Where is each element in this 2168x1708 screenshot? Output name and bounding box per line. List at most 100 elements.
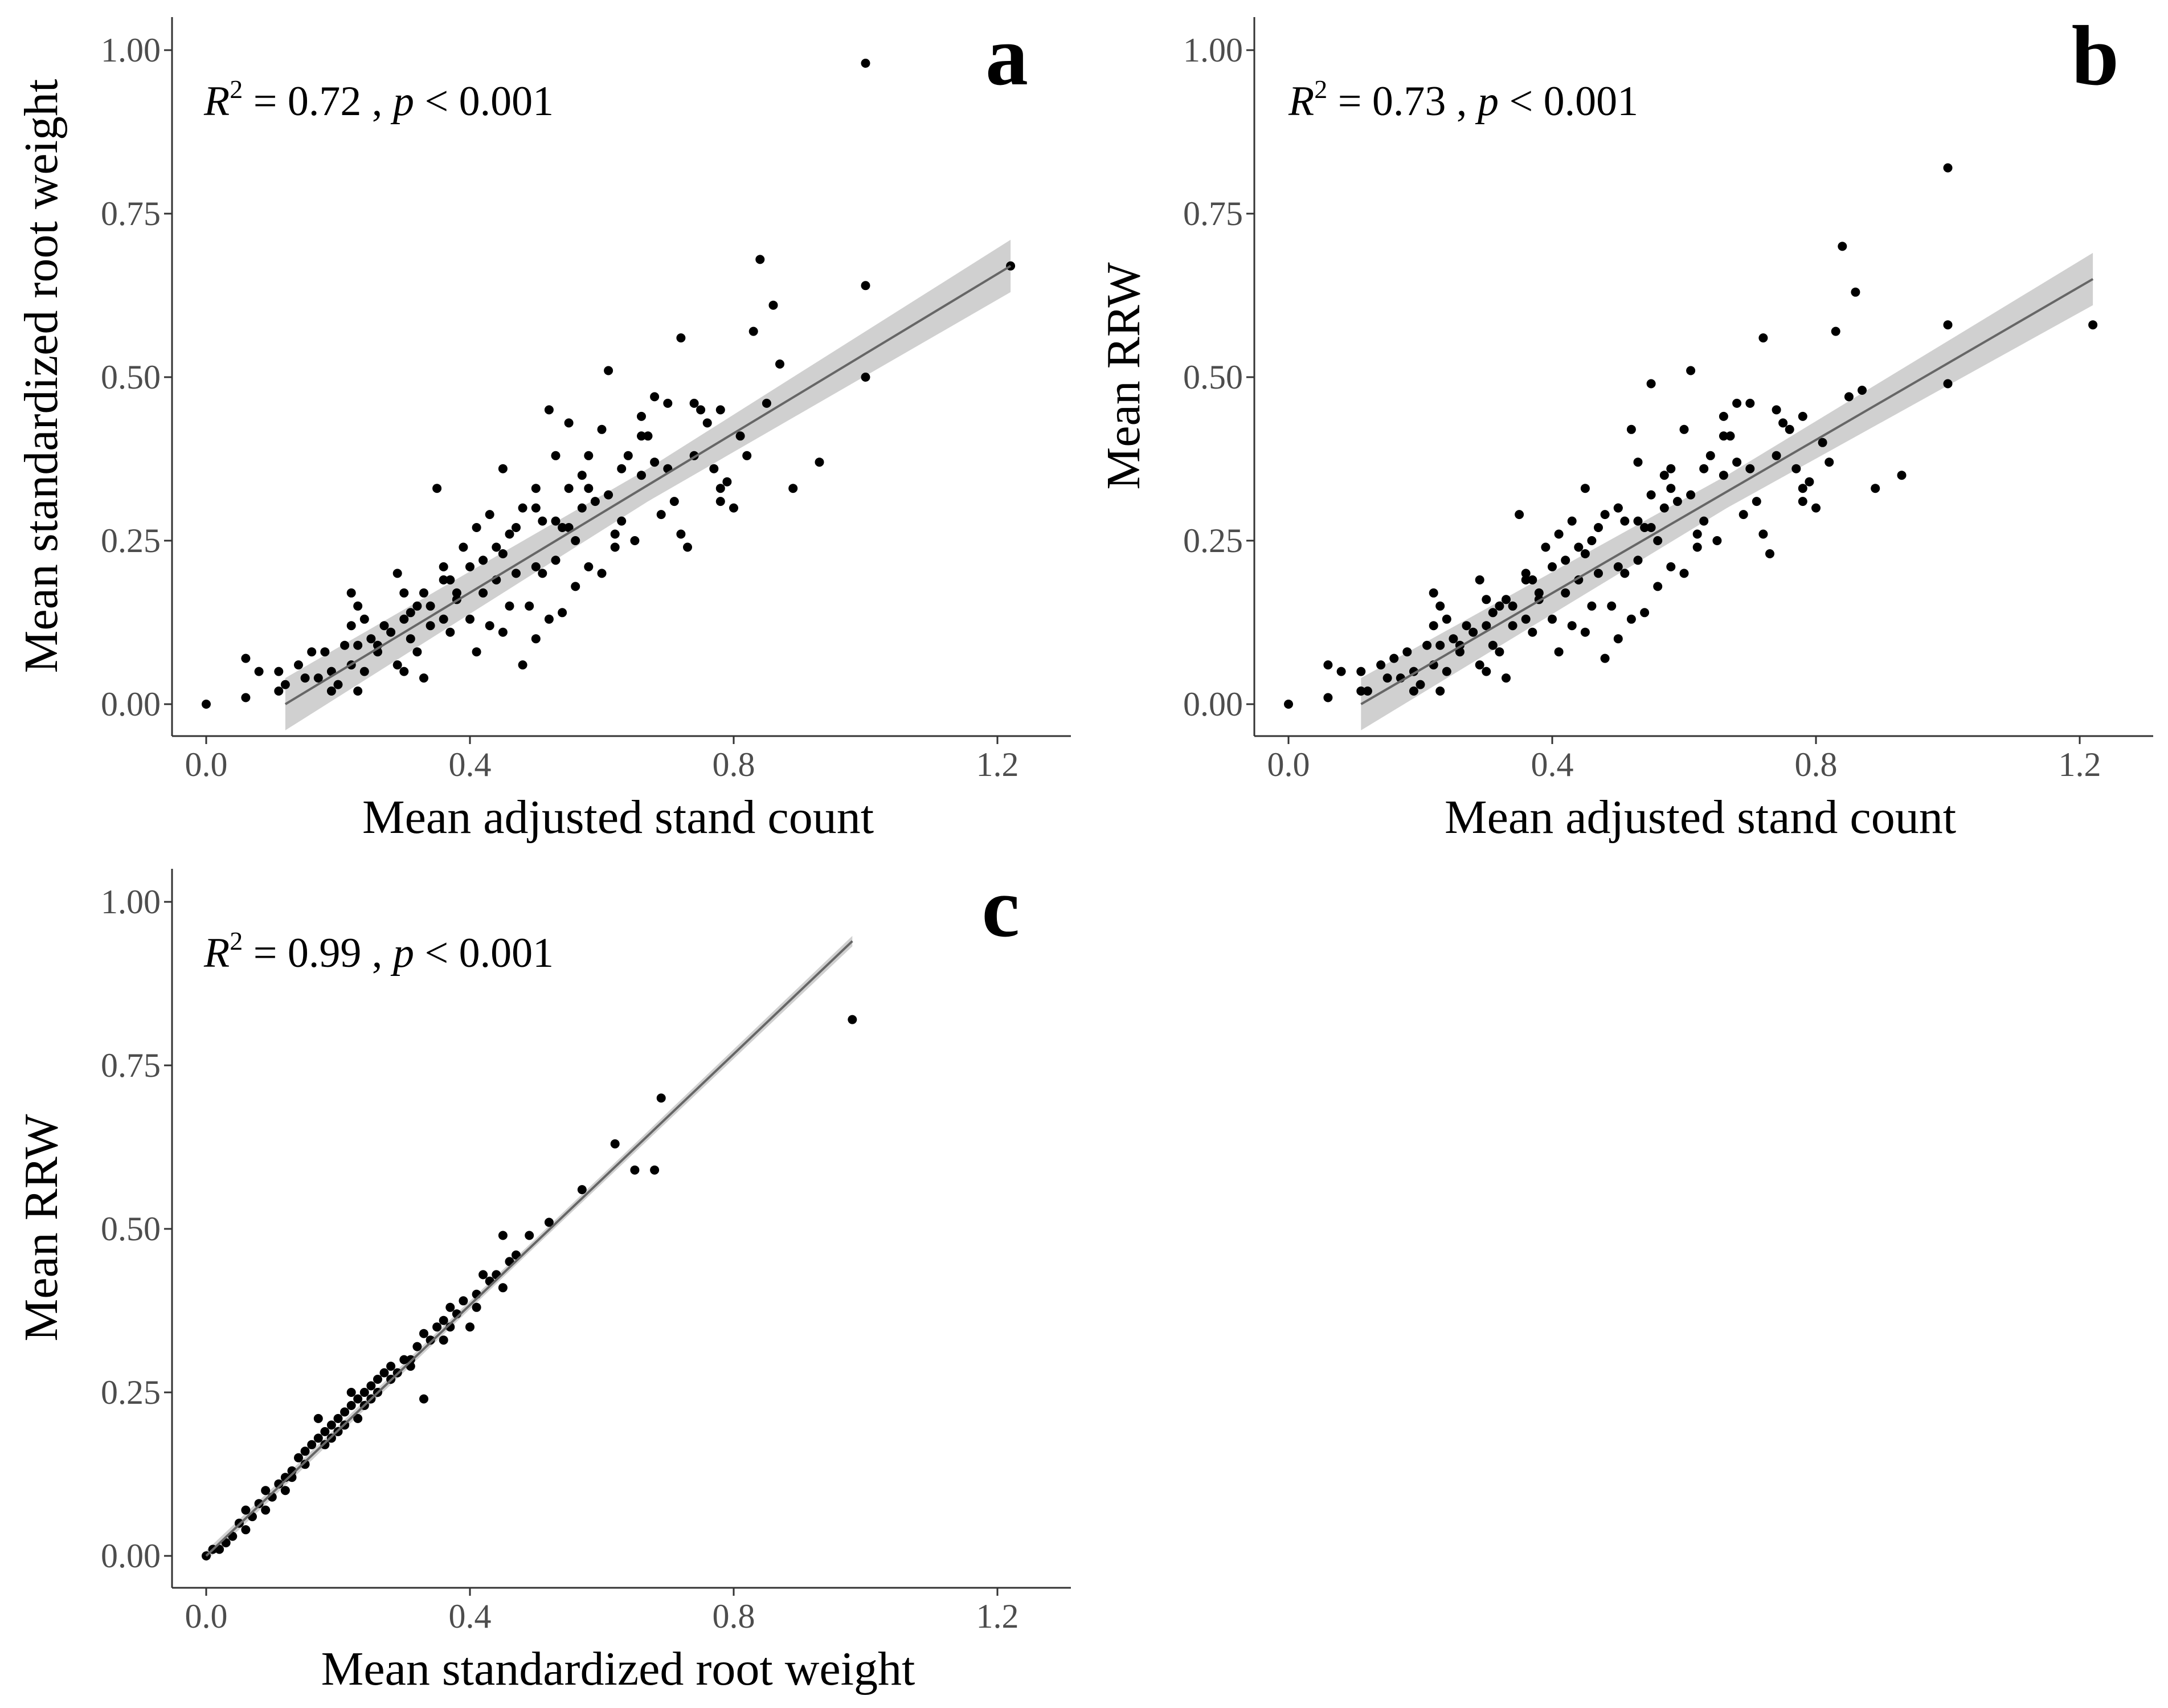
panel-b-fit <box>1360 278 2094 705</box>
panel-a-data-point <box>459 542 468 552</box>
panel-b-data-point <box>1739 510 1748 520</box>
panel-a-data-point <box>604 366 613 375</box>
panel-b-data-point <box>1284 700 1293 709</box>
panel-b-data-point <box>1719 471 1728 480</box>
panel-a-data-point <box>623 451 633 460</box>
panel-b-data-point <box>1831 326 1840 336</box>
panel-c-ytick-label: 0.25 <box>101 1374 161 1411</box>
panel-c: 1.00 0.75 0.50 0.25 0.00 0.0 0.4 0.8 1.2… <box>15 860 1071 1695</box>
panel-c-regression-line <box>205 940 853 1557</box>
panel-a-data-point <box>518 660 527 670</box>
panel-b-data-point <box>1382 673 1392 683</box>
panel-b-data-point <box>1705 451 1715 460</box>
panel-a-data-point <box>505 529 514 539</box>
panel-a-data-point <box>399 667 409 676</box>
panel-b-data-point <box>1745 464 1755 473</box>
panel-a-data-point <box>564 418 574 428</box>
panel-a-data-point <box>683 542 692 552</box>
panel-a-data-point <box>202 700 211 709</box>
panel-b-ytick-label: 0.75 <box>1183 195 1243 232</box>
panel-b-data-point <box>1442 614 1451 624</box>
panel-b-data-point <box>1416 680 1425 689</box>
panel-b-data-point <box>2088 320 2098 330</box>
panel-b-data-point <box>1521 569 1531 578</box>
panel-b-data-point <box>1672 497 1682 506</box>
panel-b-data-point <box>1626 424 1636 434</box>
panel-a-ytick-label: 1.00 <box>101 31 161 69</box>
panel-b: 1.00 0.75 0.50 0.25 0.00 0.0 0.4 0.8 1.2… <box>1097 9 2153 844</box>
panel-b-data-point <box>1805 477 1814 487</box>
panel-a-regression-line <box>284 265 1012 705</box>
panel-c-data-point <box>300 1460 310 1469</box>
panel-b-data-point <box>1646 523 1656 532</box>
panel-a-data-point <box>637 471 646 480</box>
panel-a-data-point <box>584 451 594 460</box>
panel-a-data-point <box>669 497 679 506</box>
panel-b-data-point <box>1521 614 1531 624</box>
panel-a-data-point <box>399 614 409 624</box>
panel-b-data-point <box>1719 431 1728 441</box>
panel-a-data-point <box>439 575 448 585</box>
panel-b-data-point <box>1858 386 1867 395</box>
panel-b-data-point <box>1752 497 1761 506</box>
panel-a-data-point <box>577 471 587 480</box>
panel-c-data-point <box>478 1270 488 1280</box>
panel-a-data-point <box>465 562 474 571</box>
panel-b-data-point <box>1758 529 1768 539</box>
panel-a-data-point <box>492 542 501 552</box>
panel-c-data-point <box>261 1505 271 1515</box>
panel-b-annotation: R2 = 0.73 , p < 0.001 <box>1288 75 1638 125</box>
panel-a-data-point <box>656 510 666 520</box>
panel-c-x-axis-title: Mean standardized root weight <box>321 1642 915 1695</box>
panel-b-data-point <box>1594 569 1603 578</box>
panel-a-data-point <box>505 601 514 611</box>
panel-c-data-point <box>472 1302 481 1312</box>
panel-a-data-point <box>610 542 620 552</box>
panel-b-data-point <box>1600 510 1610 520</box>
panel-b-xtick-label: 1.2 <box>2059 746 2101 783</box>
panel-b-data-point <box>1528 627 1537 637</box>
panel-c-data-point <box>610 1139 620 1149</box>
panel-a-data-point <box>715 405 725 415</box>
panel-b-data-point <box>1468 627 1478 637</box>
panel-a-data-point <box>412 601 422 611</box>
panel-b-data-point <box>1376 660 1386 670</box>
panel-b-data-point <box>1732 398 1742 408</box>
panel-b-data-point <box>1653 582 1663 591</box>
panel-c-letter: c <box>981 860 1020 955</box>
panel-c-data-point <box>399 1355 409 1364</box>
panel-a-data-point <box>518 503 527 513</box>
panel-b-data-point <box>1435 640 1445 650</box>
panel-c-data-point <box>313 1413 323 1423</box>
panel-b-data-point <box>1495 647 1504 657</box>
panel-b-data-point <box>1798 484 1807 493</box>
panel-b-ytick-label: 1.00 <box>1183 31 1243 69</box>
panel-a-data-point <box>538 569 547 578</box>
panel-b-data-point <box>1943 320 1953 330</box>
panel-b-data-point <box>1554 529 1564 539</box>
panel-b-data-point <box>1798 411 1807 421</box>
panel-a-data-point <box>294 660 303 670</box>
panel-a-data-point <box>525 601 534 611</box>
panel-b-data-point <box>1561 555 1570 565</box>
panel-b-x-axis-title: Mean adjusted stand count <box>1445 791 1956 844</box>
panel-b-ytick-label: 0.50 <box>1183 358 1243 396</box>
panel-c-data-point <box>313 1433 323 1443</box>
panel-a-data-point <box>346 588 356 598</box>
panel-b-data-point <box>1482 621 1491 631</box>
panel-b-data-point <box>1323 660 1333 670</box>
panel-a-ytick-label: 0.50 <box>101 358 161 396</box>
panel-b-data-point <box>1613 634 1623 644</box>
panel-c-data-point <box>439 1315 448 1325</box>
panel-b-data-point <box>1719 411 1728 421</box>
panel-a-data-point <box>762 398 771 408</box>
panel-a-xtick-label: 0.8 <box>713 746 755 783</box>
panel-a-data-point <box>696 405 706 415</box>
panel-c-data-point <box>241 1525 251 1535</box>
panel-b-data-point <box>1692 542 1702 552</box>
panel-a-data-point <box>617 464 627 473</box>
panel-c-data-point <box>406 1355 415 1364</box>
panel-a-letter: a <box>985 9 1028 103</box>
panel-b-data-point <box>1422 640 1432 650</box>
